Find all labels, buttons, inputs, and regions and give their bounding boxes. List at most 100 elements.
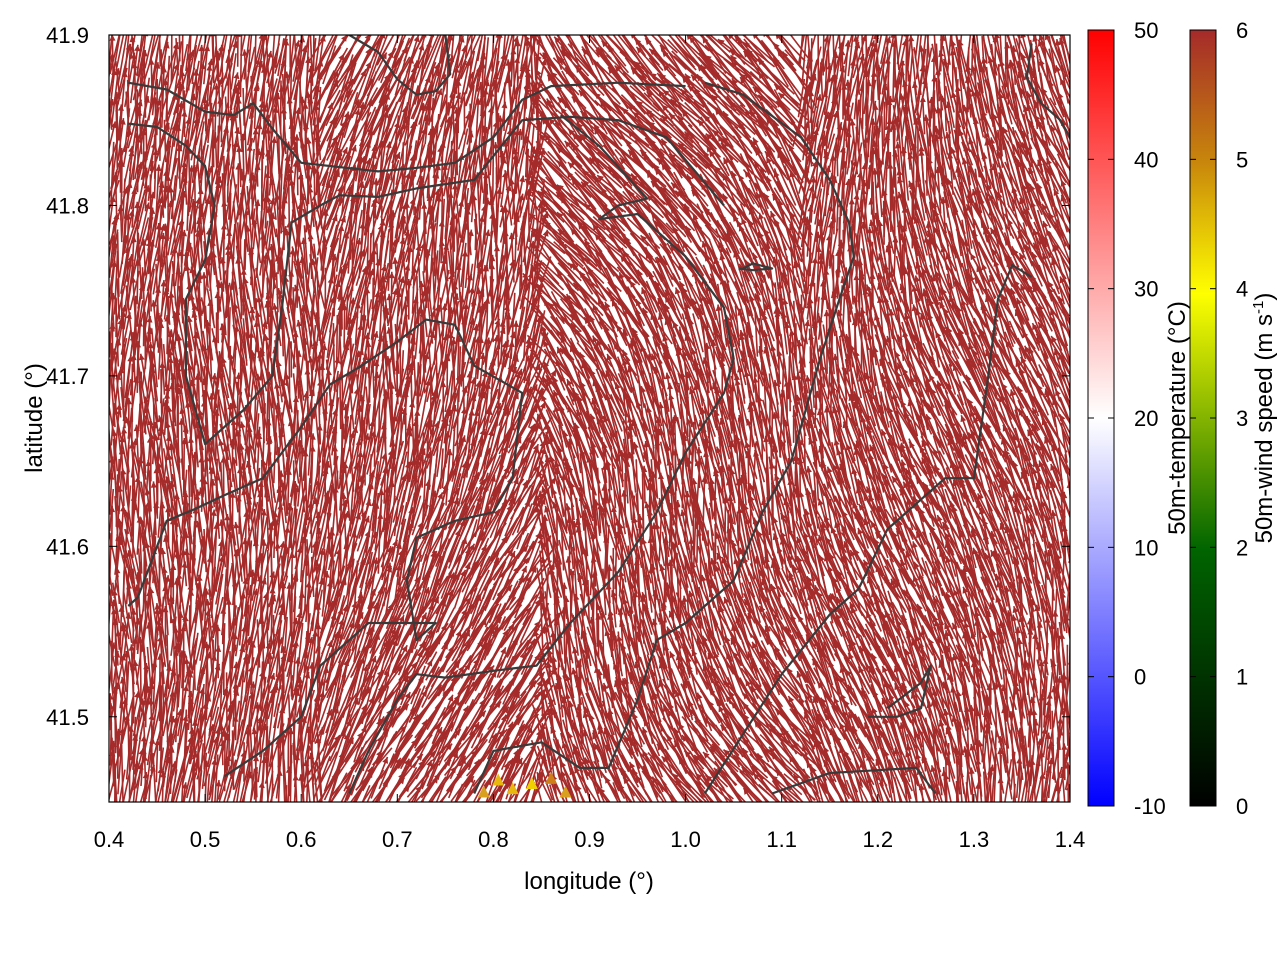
wind-vector-head — [404, 35, 406, 36]
wind-vector-head — [530, 35, 537, 38]
wind-vector — [906, 35, 909, 61]
wind-vector-head — [608, 45, 615, 53]
wind-vector — [274, 35, 281, 69]
wind-vector-head — [911, 81, 918, 89]
wind-vector-head — [256, 122, 263, 130]
wind-vector — [700, 35, 733, 75]
wind-vector-head — [524, 39, 531, 46]
wind-vector — [729, 49, 762, 77]
wind-vector-head — [309, 14, 315, 21]
wind-vector — [649, 72, 691, 104]
wind-vector-head — [198, 44, 205, 52]
wind-vector-head — [832, 111, 839, 118]
wind-vector-head — [307, 65, 314, 73]
wind-vector-head — [692, 21, 698, 28]
wind-vector-head — [418, 43, 425, 51]
wind-vector — [946, 101, 956, 145]
wind-vector-head — [332, 80, 338, 88]
wind-vector-head — [739, 73, 747, 81]
wind-vector-head — [450, 102, 457, 109]
wind-vector-head — [510, 27, 516, 34]
wind-vector — [387, 46, 408, 81]
wind-vector-head — [924, 18, 930, 25]
wind-vector-head — [951, 91, 957, 99]
wind-vector — [925, 114, 931, 163]
wind-vector-head — [532, 25, 538, 32]
wind-vector-head — [614, 65, 622, 73]
wind-vector-head — [121, 70, 128, 78]
wind-vector — [116, 35, 125, 68]
wind-vector-head — [648, 111, 656, 119]
wind-vector — [170, 35, 173, 83]
wind-vector-head — [272, 22, 278, 29]
wind-vector — [880, 35, 888, 64]
wind-vector — [207, 102, 213, 144]
wind-vector — [629, 85, 660, 112]
wind-vector-head — [547, 74, 554, 82]
wind-vector — [808, 94, 821, 154]
wind-vector-head — [884, 57, 891, 64]
wind-vector-head — [110, 121, 117, 129]
wind-vector-head — [365, 61, 372, 69]
wind-vector-head — [1004, 62, 1011, 70]
wind-vector-head — [1055, 65, 1061, 73]
wind-vector-head — [646, 91, 653, 99]
wind-vector — [252, 101, 264, 143]
wind-vector-head — [426, 16, 432, 23]
wind-vector-head — [757, 58, 765, 66]
wind-vector-head — [758, 72, 765, 80]
wind-vector-head — [163, 41, 170, 49]
wind-vector — [951, 91, 971, 153]
wind-vector-head — [420, 104, 427, 111]
wind-vector-head — [1004, 42, 1011, 49]
wind-vector — [423, 35, 434, 70]
wind-vector-head — [235, 96, 241, 104]
wind-vector-head — [237, 15, 243, 22]
wind-vector-head — [539, 134, 547, 141]
wind-vector-head — [648, 121, 656, 128]
wind-vector-head — [766, 117, 773, 125]
wind-vector-head — [832, 72, 839, 80]
wind-vector — [239, 35, 243, 98]
wind-vector — [217, 125, 220, 168]
wind-vector-head — [744, 72, 751, 79]
wind-vector — [149, 35, 156, 63]
wind-vector-head — [366, 99, 373, 107]
wind-vector-head — [702, 36, 709, 44]
wind-vector — [358, 104, 389, 159]
wind-vector-head — [843, 24, 849, 31]
wind-vector-head — [1054, 39, 1061, 46]
wind-vector-head — [697, 64, 704, 72]
wind-vector — [667, 39, 697, 71]
wind-vector-head — [931, 105, 938, 112]
wind-vector — [999, 59, 1017, 120]
wind-vector-head — [689, 36, 696, 44]
wind-vector — [730, 54, 778, 109]
wind-vector-head — [279, 10, 285, 17]
wind-vector — [277, 38, 285, 77]
wind-vector-head — [571, 96, 579, 104]
wind-vector-head — [125, 43, 132, 51]
wind-vector-head — [861, 35, 867, 42]
wind-vector-head — [710, 18, 716, 25]
wind-vector-head — [278, 85, 285, 92]
wind-vector-head — [668, 113, 676, 121]
wind-vector-head — [658, 90, 665, 97]
wind-vector-head — [576, 122, 584, 130]
wind-vector — [662, 63, 694, 98]
wind-vector — [109, 35, 121, 75]
wind-vector-head — [258, 101, 265, 109]
wind-vector — [374, 105, 397, 157]
wind-vector-head — [975, 89, 982, 97]
wind-vector-head — [597, 47, 604, 55]
wind-vector — [836, 100, 850, 162]
wind-vector — [109, 87, 113, 130]
wind-vector-head — [134, 44, 141, 52]
wind-vector-head — [480, 62, 487, 69]
wind-vector-head — [712, 71, 720, 78]
wind-vector — [416, 51, 426, 109]
wind-vector — [384, 84, 410, 144]
wind-vector-head — [810, 74, 817, 81]
wind-vector-head — [563, 24, 569, 31]
wind-vector — [857, 94, 862, 151]
